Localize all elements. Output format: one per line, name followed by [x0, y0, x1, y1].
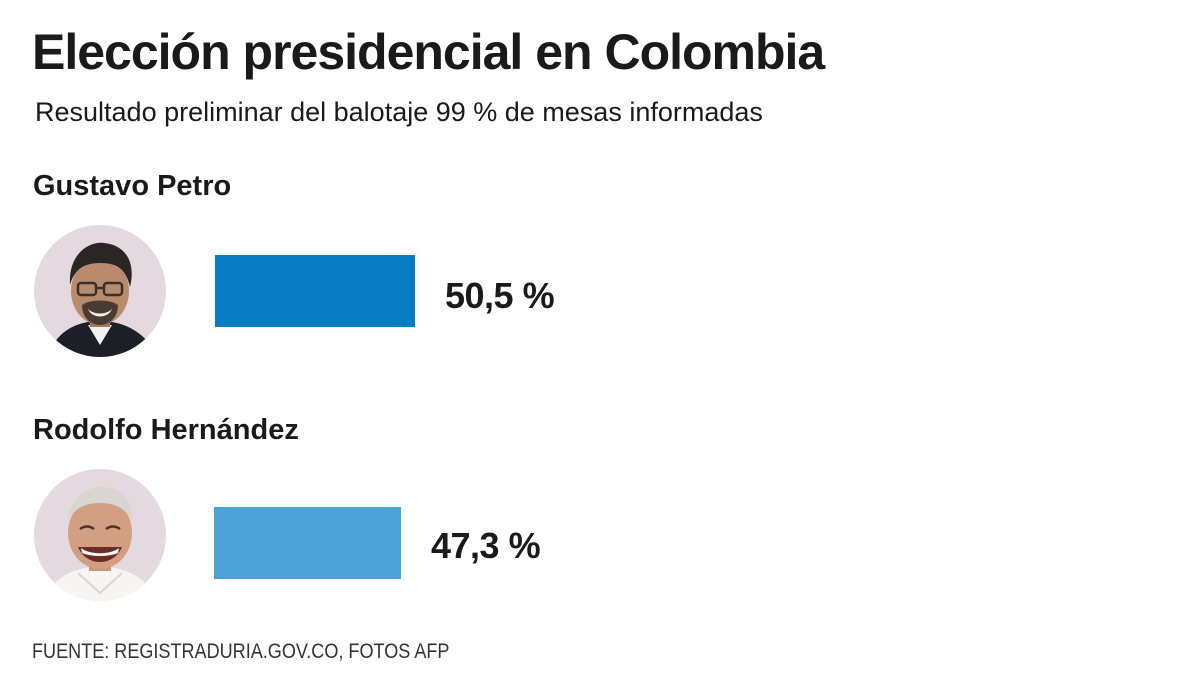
candidate-photo-icon: [34, 225, 166, 357]
source-note: FUENTE: REGISTRADURIA.GOV.CO, FOTOS AFP: [32, 640, 450, 663]
bar-value-label-hernandez: 47,3 %: [431, 525, 541, 566]
bar-petro: [215, 255, 415, 327]
candidate-photo-icon: [34, 469, 166, 601]
chart-subtitle: Resultado preliminar del balotaje 99 % d…: [35, 97, 763, 127]
bar-value-label-petro: 50,5 %: [445, 275, 555, 316]
chart-title: Elección presidencial en Colombia: [32, 24, 825, 80]
candidate-name-petro: Gustavo Petro: [33, 170, 232, 202]
bar-hernandez: [214, 507, 401, 579]
candidate-name-hernandez: Rodolfo Hernández: [33, 414, 299, 446]
